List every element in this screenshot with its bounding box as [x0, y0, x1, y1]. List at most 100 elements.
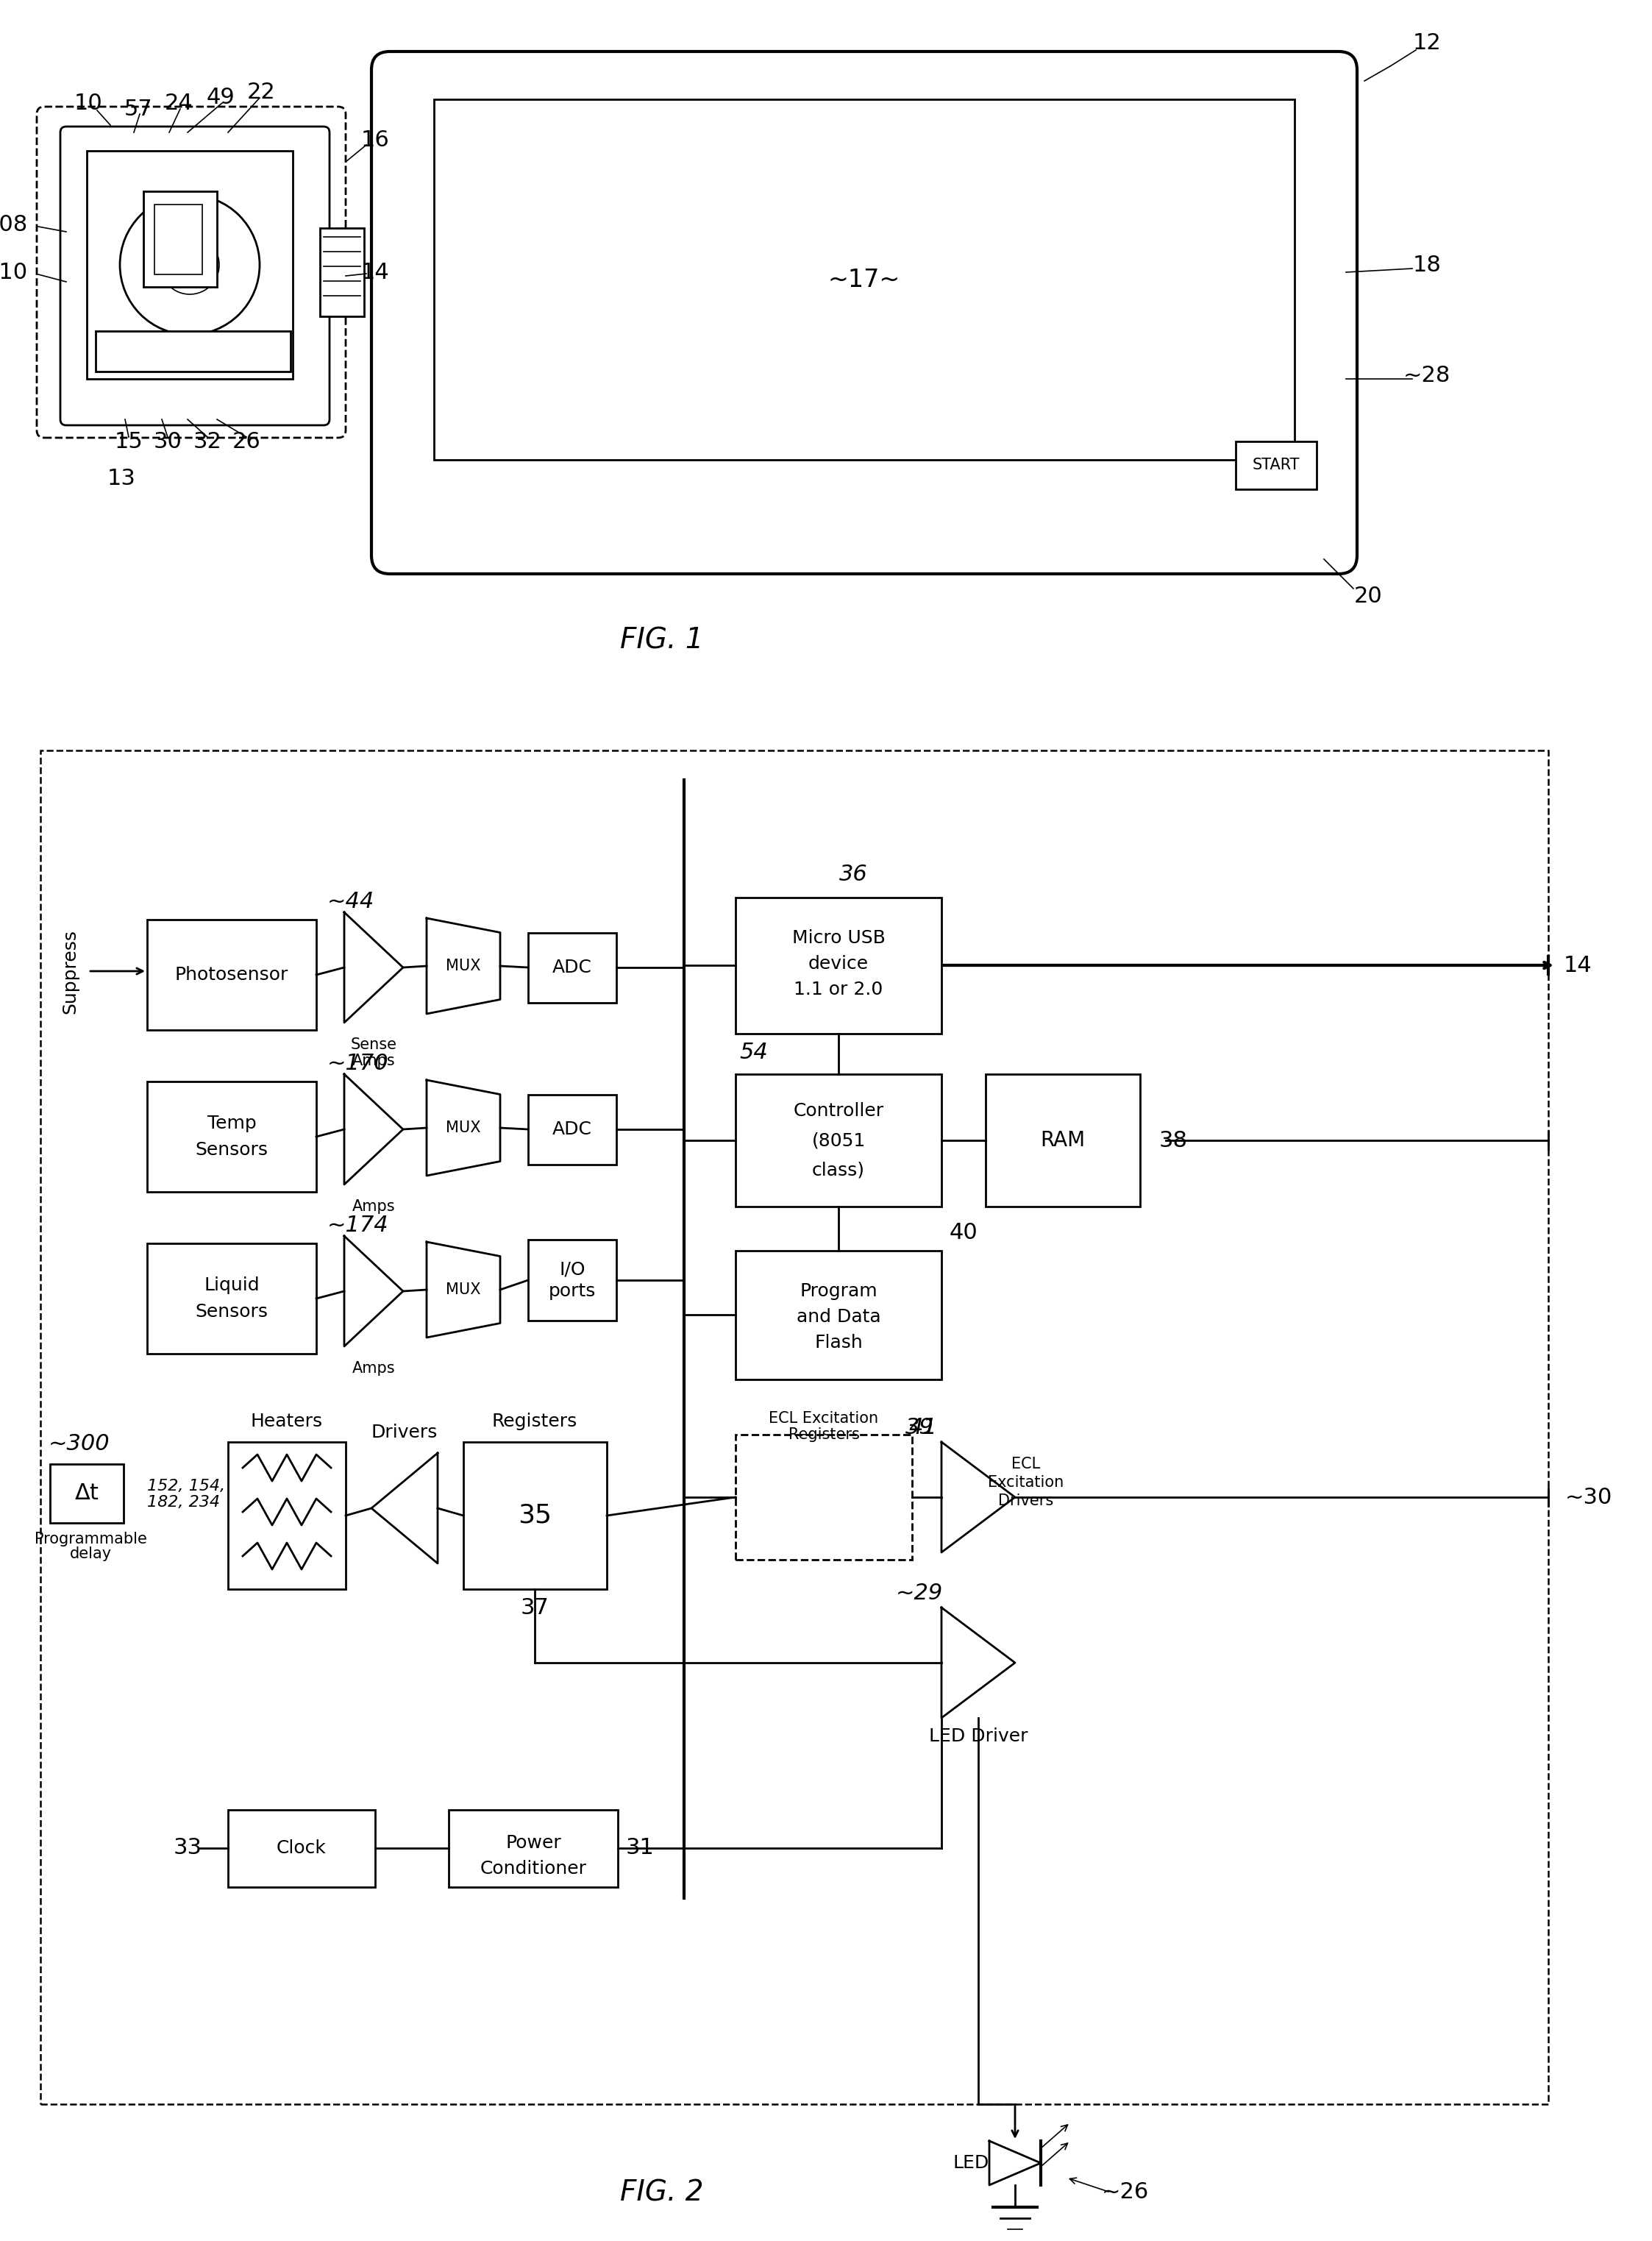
Text: 35: 35	[517, 1504, 552, 1528]
Text: 182, 234: 182, 234	[147, 1495, 220, 1510]
Text: 36: 36	[839, 863, 867, 885]
Text: Sense: Sense	[350, 1038, 396, 1051]
Text: Power: Power	[506, 1833, 562, 1851]
Text: ports: ports	[548, 1282, 596, 1300]
Bar	[735, 1073, 942, 1206]
FancyBboxPatch shape	[372, 52, 1356, 574]
Text: 49: 49	[206, 87, 235, 108]
Bar	[88, 150, 292, 379]
Text: 20: 20	[1355, 585, 1383, 607]
Text: ECL Excitation: ECL Excitation	[768, 1412, 879, 1425]
Text: class): class)	[813, 1161, 866, 1179]
Text: 33: 33	[173, 1838, 202, 1858]
Polygon shape	[344, 1073, 403, 1185]
Text: Δt: Δt	[74, 1484, 99, 1504]
Polygon shape	[426, 1080, 501, 1177]
Bar	[529, 1239, 616, 1320]
Polygon shape	[942, 1441, 1014, 1553]
Text: 32: 32	[193, 430, 221, 453]
Text: Sensors: Sensors	[195, 1141, 268, 1159]
Text: 40: 40	[950, 1221, 978, 1244]
Text: Drivers: Drivers	[372, 1423, 438, 1441]
Text: Conditioner: Conditioner	[481, 1860, 586, 1878]
Text: ~26: ~26	[1102, 2183, 1150, 2203]
Text: 31: 31	[626, 1838, 654, 1858]
Text: Controller: Controller	[793, 1103, 884, 1120]
Text: I/O: I/O	[558, 1259, 585, 1277]
Text: ~174: ~174	[327, 1215, 388, 1235]
Bar	[228, 1811, 375, 1887]
Bar	[320, 229, 363, 316]
Text: 18: 18	[1412, 253, 1441, 276]
Text: 39: 39	[905, 1416, 933, 1439]
Text: 14: 14	[1563, 955, 1593, 975]
FancyBboxPatch shape	[61, 125, 329, 426]
Text: 30: 30	[154, 430, 182, 453]
Text: Amps: Amps	[352, 1360, 395, 1376]
Text: ADC: ADC	[552, 1120, 591, 1138]
Text: ~300: ~300	[48, 1432, 111, 1454]
Bar	[154, 204, 202, 273]
Bar	[463, 1441, 606, 1589]
Text: 57: 57	[124, 99, 152, 119]
Text: and Data: and Data	[796, 1309, 881, 1327]
Bar	[147, 1082, 316, 1192]
Bar	[228, 1441, 345, 1589]
Text: Amps: Amps	[352, 1053, 395, 1069]
Text: ~30: ~30	[1564, 1486, 1612, 1508]
Polygon shape	[942, 1607, 1014, 1719]
Bar	[735, 1434, 912, 1560]
Polygon shape	[372, 1452, 438, 1564]
Text: delay: delay	[69, 1546, 111, 1562]
Bar	[144, 190, 216, 287]
Polygon shape	[426, 919, 501, 1013]
Text: 54: 54	[740, 1042, 768, 1062]
Text: Temp: Temp	[206, 1114, 256, 1132]
Text: Registers: Registers	[788, 1428, 859, 1441]
Bar	[50, 1463, 124, 1524]
Text: MUX: MUX	[446, 1282, 481, 1298]
Text: Programmable: Programmable	[35, 1533, 147, 1546]
Text: Registers: Registers	[492, 1412, 578, 1430]
Text: Sensors: Sensors	[195, 1302, 268, 1320]
Text: 41: 41	[909, 1416, 937, 1439]
Text: LED Driver: LED Driver	[928, 1728, 1028, 1746]
Text: 12: 12	[1412, 31, 1441, 54]
Text: 16: 16	[360, 130, 390, 150]
Text: Flash: Flash	[814, 1333, 862, 1351]
Bar	[735, 1250, 942, 1380]
Bar	[147, 1244, 316, 1354]
Bar	[147, 919, 316, 1031]
Bar	[529, 932, 616, 1002]
Bar	[40, 751, 1548, 2104]
Text: 410: 410	[0, 262, 28, 282]
Text: Photosensor: Photosensor	[175, 966, 289, 984]
Text: ~28: ~28	[1403, 365, 1450, 385]
Text: 13: 13	[107, 468, 135, 489]
Bar	[449, 1811, 618, 1887]
Text: Heaters: Heaters	[251, 1412, 322, 1430]
Text: 408: 408	[0, 213, 28, 235]
Text: 14: 14	[360, 262, 390, 282]
Polygon shape	[426, 1242, 501, 1338]
Bar	[96, 332, 291, 372]
Text: Liquid: Liquid	[203, 1277, 259, 1293]
Text: FIG. 2: FIG. 2	[620, 2178, 704, 2207]
Text: device: device	[808, 955, 869, 973]
Text: Clock: Clock	[276, 1840, 327, 1858]
Text: Drivers: Drivers	[998, 1493, 1054, 1508]
Text: ECL: ECL	[1011, 1457, 1041, 1472]
Bar	[434, 99, 1295, 459]
Text: 38: 38	[1158, 1129, 1188, 1152]
Text: Excitation: Excitation	[988, 1475, 1064, 1490]
Text: Program: Program	[800, 1282, 877, 1300]
Bar	[1236, 441, 1317, 489]
Text: 1.1 or 2.0: 1.1 or 2.0	[795, 982, 884, 999]
Text: Amps: Amps	[352, 1199, 395, 1215]
Text: Micro USB: Micro USB	[791, 930, 885, 948]
Text: ~17~: ~17~	[828, 267, 900, 291]
Bar	[529, 1096, 616, 1165]
Text: MUX: MUX	[446, 959, 481, 973]
Text: 15: 15	[114, 430, 144, 453]
Text: 152, 154,: 152, 154,	[147, 1479, 225, 1493]
